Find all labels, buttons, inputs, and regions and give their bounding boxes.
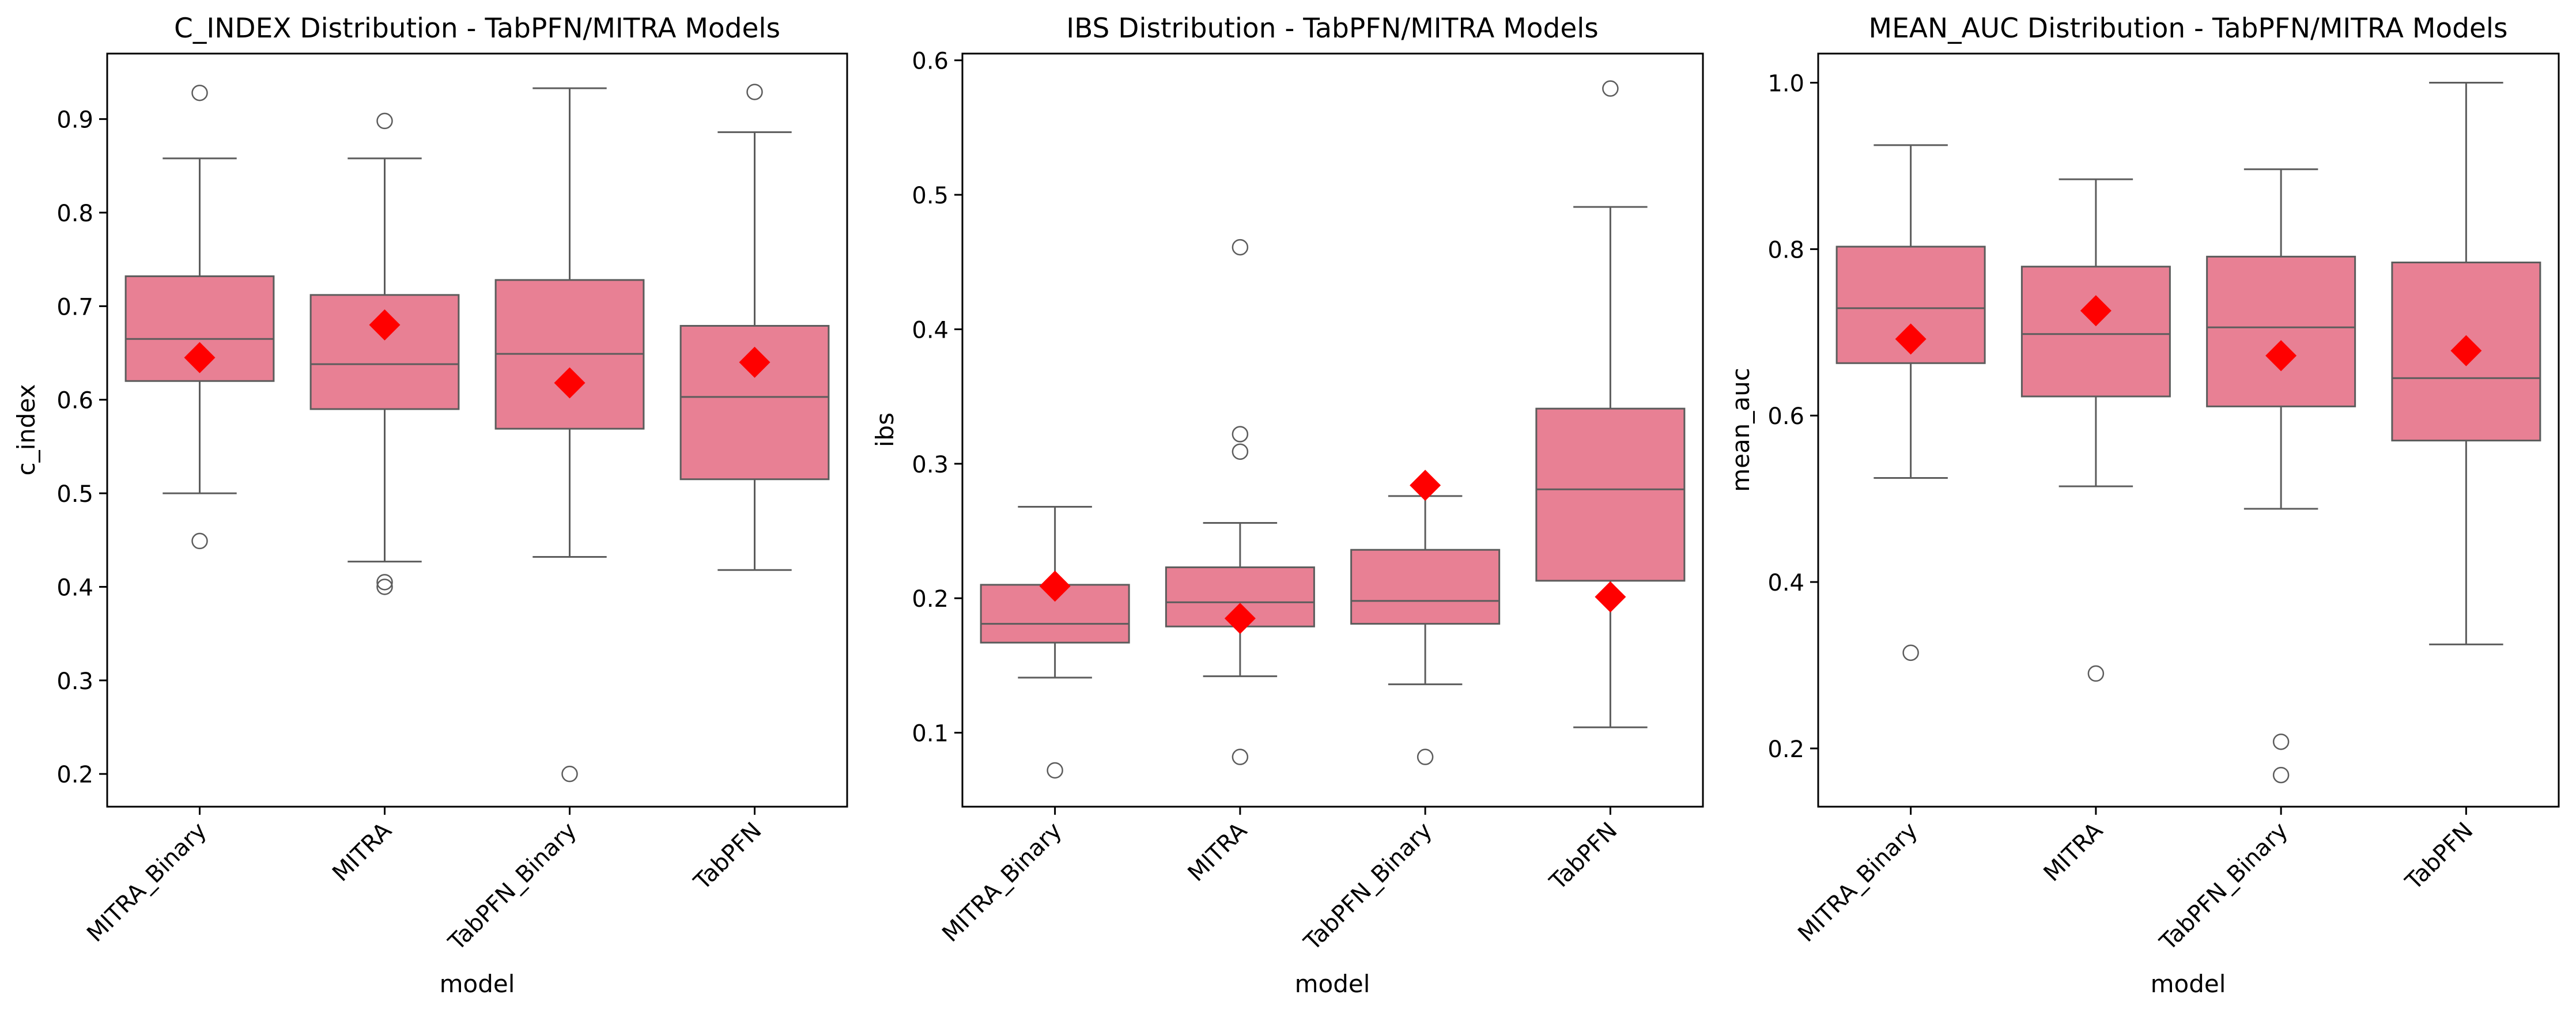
outlier-point — [1902, 644, 1919, 661]
chart-title: MEAN_AUC Distribution - TabPFN/MITRA Mod… — [1869, 13, 2508, 44]
mean-marker — [1595, 581, 1626, 613]
mean-marker — [1895, 323, 1927, 355]
chart-title: IBS Distribution - TabPFN/MITRA Models — [1066, 13, 1599, 44]
mean-marker — [1039, 570, 1071, 602]
plot-area-frame — [106, 52, 848, 808]
y-tick-label: 1.0 — [1767, 71, 1804, 97]
outlier-point — [376, 579, 393, 595]
y-tick-label: 0.2 — [912, 586, 949, 613]
y-tick-label: 0.7 — [56, 294, 93, 320]
outlier-point — [1602, 80, 1619, 97]
y-tick-label: 0.6 — [1767, 403, 1804, 430]
mean-marker — [2450, 335, 2482, 366]
mean-marker — [369, 309, 401, 341]
y-tick-label: 0.3 — [56, 668, 93, 695]
y-axis-label: c_index — [12, 384, 40, 476]
y-tick-label: 0.8 — [1767, 237, 1804, 263]
mean-marker — [2080, 295, 2112, 327]
mean-marker — [1224, 603, 1256, 634]
mean-marker — [2265, 340, 2297, 372]
panel-c-index: C_INDEX Distribution - TabPFN/MITRA Mode… — [12, 13, 848, 998]
outlier-point — [746, 84, 763, 100]
box-iqr — [2206, 255, 2356, 407]
y-tick-label: 0.1 — [912, 721, 949, 747]
plot-area-frame — [1817, 52, 2560, 808]
outlier-point — [1232, 748, 1249, 765]
y-tick-label: 0.4 — [912, 317, 949, 343]
mean-marker — [1410, 470, 1441, 501]
outlier-point — [2087, 665, 2105, 682]
box-iqr — [1535, 407, 1686, 582]
chart-title: C_INDEX Distribution - TabPFN/MITRA Mode… — [174, 13, 780, 44]
y-axis-label: mean_auc — [1727, 368, 1755, 492]
mean-marker — [554, 367, 586, 399]
outlier-point — [191, 532, 208, 550]
outlier-point — [191, 84, 208, 101]
outlier-point — [2272, 734, 2290, 750]
outlier-point — [1232, 239, 1249, 256]
box-iqr — [1350, 549, 1501, 625]
x-axis-label: model — [440, 970, 515, 998]
mean-marker — [739, 346, 770, 378]
y-tick-label: 0.6 — [56, 388, 93, 414]
outlier-point — [1047, 762, 1063, 779]
y-tick-label: 0.2 — [56, 762, 93, 788]
outlier-point — [1417, 748, 1434, 765]
x-axis-label: model — [2151, 970, 2226, 998]
y-tick-label: 0.9 — [56, 107, 93, 134]
y-tick-label: 0.4 — [56, 574, 93, 601]
y-axis-label: ibs — [871, 413, 899, 447]
x-axis-label: model — [1295, 970, 1370, 998]
y-tick-label: 0.8 — [56, 201, 93, 227]
mean-marker — [184, 342, 216, 373]
outlier-point — [376, 112, 393, 130]
outlier-point — [1232, 426, 1249, 443]
y-tick-label: 0.3 — [912, 452, 949, 478]
box-iqr — [2020, 266, 2171, 398]
y-tick-label: 0.4 — [1767, 570, 1804, 596]
outlier-point — [376, 574, 393, 591]
y-tick-label: 0.2 — [1767, 736, 1804, 763]
y-tick-label: 0.6 — [912, 48, 949, 75]
y-tick-label: 0.5 — [56, 481, 93, 508]
outlier-point — [2272, 766, 2290, 784]
outlier-point — [561, 765, 578, 782]
y-tick-label: 0.5 — [912, 183, 949, 209]
outlier-point — [1232, 443, 1249, 460]
plot-area-frame — [961, 52, 1704, 808]
